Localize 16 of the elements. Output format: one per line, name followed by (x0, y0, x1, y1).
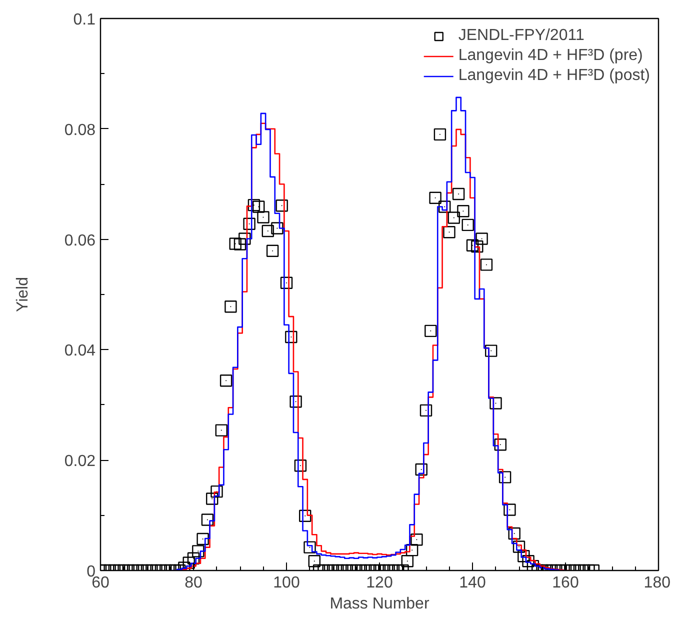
y-axis-title: Yield (14, 277, 32, 312)
y-tick-label: 0.06 (64, 232, 96, 250)
x-tick-label: 80 (184, 574, 202, 592)
y-tick-label: 0.08 (64, 122, 96, 139)
y-tick-label: 0.02 (64, 453, 96, 470)
legend-label: JENDL-FPY/2011 (458, 27, 584, 45)
y-tick-label: 0.1 (73, 12, 96, 28)
y-tick-label: 0.04 (64, 342, 96, 360)
x-tick-label: 120 (366, 574, 393, 592)
legend-label: Langevin 4D + HF³D (pre) (458, 47, 643, 65)
x-tick-label: 100 (273, 574, 300, 592)
x-tick-label: 140 (459, 574, 486, 592)
x-axis-title: Mass Number (330, 596, 430, 612)
x-tick-label: 160 (552, 574, 579, 592)
x-tick-label: 180 (644, 574, 671, 592)
legend-label: Langevin 4D + HF³D (post) (458, 67, 650, 85)
